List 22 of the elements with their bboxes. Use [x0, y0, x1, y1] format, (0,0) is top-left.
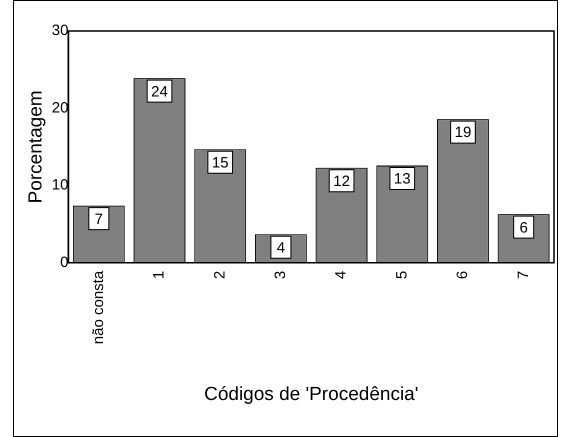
x-tick-label: 5 [393, 270, 410, 280]
y-axis-title: Porcentagem [26, 90, 47, 204]
x-tick-label: 6 [454, 270, 472, 280]
data-label: 6 [519, 219, 528, 236]
x-tick-label: 3 [272, 270, 290, 280]
x-tick-label: não consta [90, 270, 107, 344]
data-label: 13 [394, 170, 411, 188]
data-label: 15 [212, 154, 229, 172]
x-tick-label: 4 [332, 270, 350, 280]
data-label: 19 [454, 124, 472, 142]
data-label: 7 [94, 210, 103, 228]
y-tick-label: 30 [52, 22, 68, 40]
y-tick-label: 10 [52, 176, 68, 194]
x-axis-title: Códigos de 'Procedência' [204, 384, 418, 405]
x-tick-label: 1 [150, 270, 168, 280]
data-label: 24 [151, 83, 168, 100]
data-label: 4 [276, 239, 286, 256]
data-label: 12 [333, 172, 350, 190]
y-tick-label: 0 [60, 254, 68, 271]
x-tick-label: 2 [211, 270, 228, 280]
y-tick-label: 20 [52, 99, 68, 116]
x-tick-label: 7 [514, 270, 532, 280]
